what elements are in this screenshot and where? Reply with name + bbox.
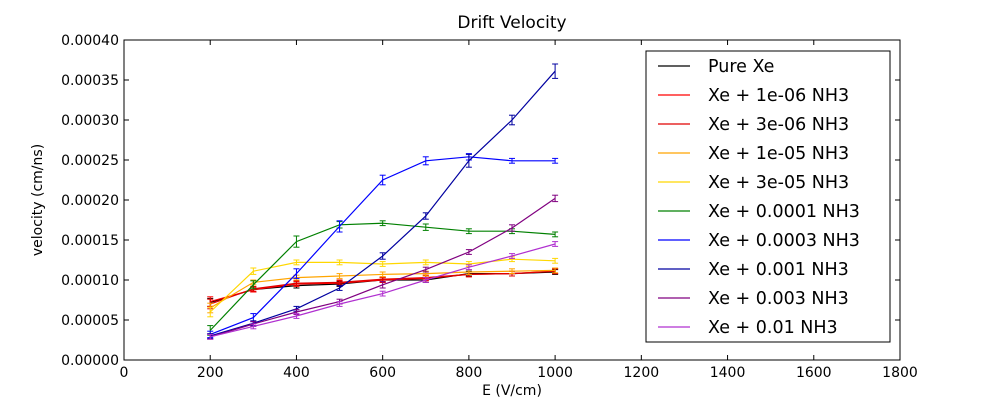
series-4 <box>207 256 559 318</box>
data-point <box>250 267 257 275</box>
data-point <box>422 212 429 220</box>
y-axis: 0.00000 0.00005 0.00010 0.00015 0.00020 0.000… <box>61 33 900 369</box>
data-point <box>336 279 343 286</box>
series-5 <box>207 220 559 336</box>
data-point <box>293 259 300 266</box>
data-point <box>509 268 515 275</box>
x-tick-label: 800 <box>456 365 483 381</box>
series-9 <box>207 241 559 340</box>
y-tick-label: 0.00030 <box>61 113 119 129</box>
legend-item: Xe + 0.01 NH3 <box>658 318 838 338</box>
legend-label: Xe + 0.0001 NH3 <box>708 202 860 222</box>
x-tick-label: 0 <box>120 365 129 381</box>
legend-label: Xe + 3e-06 NH3 <box>708 115 849 135</box>
data-point <box>465 249 472 255</box>
data-point <box>422 223 429 231</box>
legend-label: Xe + 0.0003 NH3 <box>708 231 860 251</box>
data-point <box>293 268 300 279</box>
data-point <box>552 157 559 164</box>
data-point <box>552 257 559 264</box>
legend-items: Pure Xe Xe + 1e-06 NH3 Xe + 3e-06 NH3 Xe + … <box>658 57 860 338</box>
x-tick-label: 1200 <box>624 365 660 381</box>
data-point <box>552 231 559 238</box>
data-point <box>336 259 343 266</box>
legend-item: Xe + 0.001 NH3 <box>658 260 849 280</box>
legend-label: Xe + 0.001 NH3 <box>708 260 849 280</box>
chart-title: Drift Velocity <box>457 13 566 33</box>
legend-label: Xe + 3e-05 NH3 <box>708 173 849 193</box>
data-point <box>207 333 214 340</box>
legend-item: Xe + 0.0003 NH3 <box>658 231 860 251</box>
y-axis-label: velocity (cm/ns) <box>30 144 46 256</box>
legend: Pure Xe Xe + 1e-06 NH3 Xe + 3e-06 NH3 Xe + … <box>645 50 891 343</box>
x-tick-label: 400 <box>283 365 310 381</box>
data-point <box>250 323 257 330</box>
data-point <box>509 114 515 126</box>
data-point <box>509 157 515 164</box>
y-tick-label: 0.00005 <box>61 313 119 329</box>
data-point <box>379 252 386 260</box>
y-tick-label: 0.00000 <box>61 353 119 369</box>
y-tick-label: 0.00015 <box>61 233 119 249</box>
data-point <box>465 228 472 235</box>
data-point <box>552 63 559 79</box>
legend-item: Xe + 3e-05 NH3 <box>658 173 849 193</box>
x-tick-label: 1800 <box>882 365 918 381</box>
data-point <box>250 280 257 290</box>
data-point <box>465 264 472 271</box>
x-tick-label: 600 <box>369 365 396 381</box>
legend-label: Pure Xe <box>708 57 774 77</box>
x-tick-label: 200 <box>197 365 224 381</box>
x-tick-label: 1000 <box>537 365 573 381</box>
data-point <box>422 156 429 166</box>
x-tick-label: 1600 <box>796 365 832 381</box>
data-point <box>422 259 429 266</box>
x-axis-label: E (V/cm) <box>482 383 542 399</box>
y-tick-label: 0.00025 <box>61 153 119 169</box>
data-point <box>293 280 300 287</box>
data-point <box>379 290 386 297</box>
data-point <box>552 267 559 274</box>
y-tick-label: 0.00035 <box>61 73 119 89</box>
data-point <box>336 301 343 307</box>
legend-label: Xe + 0.01 NH3 <box>708 318 838 338</box>
legend-item: Xe + 1e-06 NH3 <box>658 86 849 106</box>
legend-label: Xe + 1e-06 NH3 <box>708 86 849 106</box>
data-point <box>422 266 429 273</box>
data-point <box>552 194 559 203</box>
legend-item: Xe + 1e-05 NH3 <box>658 144 849 164</box>
legend-label: Xe + 0.003 NH3 <box>708 289 849 309</box>
legend-box <box>645 50 891 343</box>
y-tick-label: 0.00040 <box>61 33 119 49</box>
data-point <box>379 281 386 289</box>
x-axis: 0 200 400 600 800 1000 1200 1400 1600 1800 <box>120 40 918 381</box>
data-point <box>422 277 429 283</box>
data-point <box>336 273 343 279</box>
data-point <box>379 271 386 278</box>
legend-label: Xe + 1e-05 NH3 <box>708 144 849 164</box>
x-tick-label: 1400 <box>710 365 746 381</box>
data-point <box>293 235 300 248</box>
data-point <box>379 174 386 186</box>
legend-item: Xe + 3e-06 NH3 <box>658 115 849 135</box>
data-point <box>207 306 214 318</box>
series-layer <box>207 63 559 340</box>
legend-item: Xe + 0.003 NH3 <box>658 289 849 309</box>
data-point <box>336 220 343 233</box>
data-point <box>336 285 343 291</box>
data-point <box>379 261 386 267</box>
data-point <box>509 224 515 232</box>
data-point <box>552 241 559 247</box>
data-point <box>379 220 386 227</box>
legend-item: Xe + 0.0001 NH3 <box>658 202 860 222</box>
y-tick-label: 0.00010 <box>61 273 119 289</box>
data-point <box>509 253 515 259</box>
data-point <box>465 153 472 168</box>
legend-item: Pure Xe <box>658 57 774 77</box>
y-tick-label: 0.00020 <box>61 193 119 209</box>
data-point <box>293 313 300 319</box>
